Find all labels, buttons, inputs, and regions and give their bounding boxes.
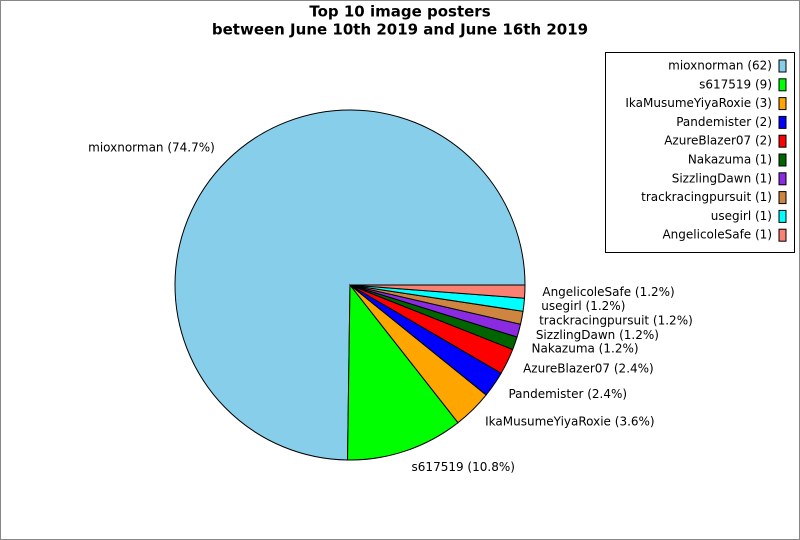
slice-label: usegirl (1.2%)	[541, 299, 625, 313]
legend-swatch	[778, 78, 787, 92]
chart-title: between June 10th 2019 and June 16th 201…	[212, 21, 588, 39]
slice-label: IkaMusumeYiyaRoxie (3.6%)	[485, 415, 654, 429]
legend-swatch	[778, 153, 787, 167]
legend-swatch	[778, 134, 787, 148]
legend-label: mioxnorman (62)	[668, 59, 772, 73]
legend-label: Pandemister (2)	[676, 115, 772, 129]
slice-label: AngelicoleSafe (1.2%)	[542, 285, 674, 299]
pie-slice	[347, 283, 459, 461]
slice-label: trackracingpursuit (1.2%)	[539, 314, 693, 328]
legend-label: s617519 (9)	[699, 77, 772, 91]
legend-label: AzureBlazer07 (2)	[664, 134, 772, 148]
legend-label: usegirl (1)	[711, 209, 772, 223]
legend-swatch	[778, 115, 787, 129]
chart-title: Top 10 image posters	[309, 3, 490, 21]
legend-label: trackracingpursuit (1)	[641, 190, 772, 204]
legend-label: AngelicoleSafe (1)	[662, 228, 772, 242]
slice-label: s617519 (10.8%)	[412, 460, 515, 474]
slice-label: mioxnorman (74.7%)	[88, 140, 215, 154]
slice-label: Pandemister (2.4%)	[508, 387, 627, 401]
legend-swatch	[778, 209, 787, 223]
pie-slice	[349, 284, 526, 299]
legend-label: Nakazuma (1)	[688, 153, 772, 167]
slice-label: SizzlingDawn (1.2%)	[536, 328, 659, 342]
legend-label: SizzlingDawn (1)	[672, 171, 772, 185]
legend-box	[605, 52, 795, 253]
legend-label: IkaMusumeYiyaRoxie (3)	[625, 96, 772, 110]
legend-swatch	[778, 191, 787, 205]
legend-swatch	[778, 228, 787, 242]
legend-swatch	[778, 59, 787, 73]
slice-label: AzureBlazer07 (2.4%)	[523, 362, 654, 376]
slice-label: Nakazuma (1.2%)	[532, 342, 639, 356]
legend-swatch	[778, 97, 787, 111]
legend-swatch	[778, 172, 787, 186]
